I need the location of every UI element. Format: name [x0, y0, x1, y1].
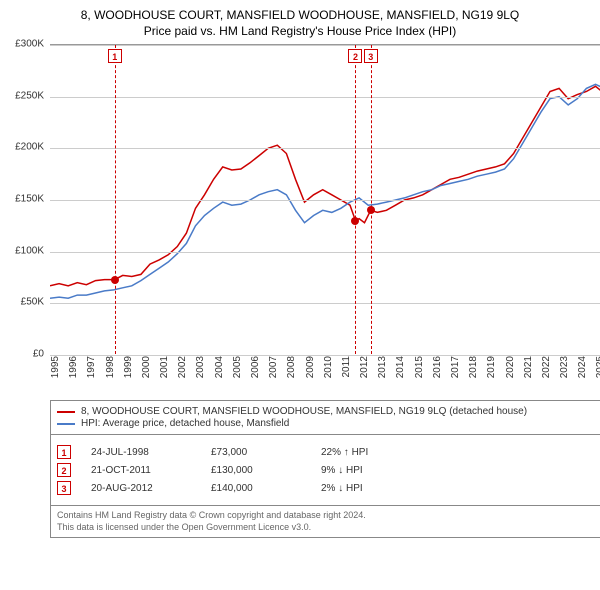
- x-tick-label: 2024: [577, 356, 588, 378]
- x-tick-label: 2006: [250, 356, 261, 378]
- event-dot: [111, 276, 119, 284]
- x-tick-label: 2017: [450, 356, 461, 378]
- event-delta: 2% ↓ HPI: [321, 483, 411, 494]
- event-marker-box: 2: [348, 49, 362, 63]
- event-date: 21-OCT-2011: [91, 465, 191, 476]
- x-tick-label: 2005: [232, 356, 243, 378]
- legend-item: HPI: Average price, detached house, Mans…: [57, 418, 598, 429]
- x-tick-label: 2010: [323, 356, 334, 378]
- event-marker-box: 3: [364, 49, 378, 63]
- x-tick-label: 1999: [123, 356, 134, 378]
- legend-swatch: [57, 411, 75, 413]
- gridline: [50, 303, 600, 304]
- x-tick-label: 1998: [105, 356, 116, 378]
- events-table: 1 24-JUL-1998 £73,000 22% ↑ HPI 2 21-OCT-2011…: [50, 435, 600, 506]
- chart-title: 8, WOODHOUSE COURT, MANSFIELD WOODHOUSE,…: [10, 8, 590, 22]
- event-row-marker: 3: [57, 481, 71, 495]
- y-tick-label: £250K: [15, 90, 44, 101]
- x-tick-label: 2012: [359, 356, 370, 378]
- footer-line-1: Contains HM Land Registry data © Crown c…: [57, 510, 598, 522]
- legend-swatch: [57, 423, 75, 425]
- legend: 8, WOODHOUSE COURT, MANSFIELD WOODHOUSE,…: [50, 400, 600, 435]
- event-price: £73,000: [211, 447, 301, 458]
- x-tick-label: 1997: [86, 356, 97, 378]
- event-dot: [367, 206, 375, 214]
- plot-inner: 1 23: [50, 44, 600, 354]
- x-tick-label: 2018: [468, 356, 479, 378]
- event-vline: [355, 45, 356, 354]
- y-tick-label: £0: [33, 349, 44, 360]
- x-tick-label: 2002: [177, 356, 188, 378]
- x-tick-label: 2000: [141, 356, 152, 378]
- x-tick-label: 2011: [341, 356, 352, 378]
- event-price: £130,000: [211, 465, 301, 476]
- legend-label: 8, WOODHOUSE COURT, MANSFIELD WOODHOUSE,…: [81, 406, 527, 417]
- x-tick-label: 2013: [377, 356, 388, 378]
- x-tick-label: 2025: [595, 356, 600, 378]
- gridline: [50, 148, 600, 149]
- legend-label: HPI: Average price, detached house, Mans…: [81, 418, 289, 429]
- x-tick-label: 2001: [159, 356, 170, 378]
- gridline: [50, 97, 600, 98]
- x-tick-label: 2020: [505, 356, 516, 378]
- event-date: 20-AUG-2012: [91, 483, 191, 494]
- x-tick-label: 2022: [541, 356, 552, 378]
- x-tick-label: 2015: [414, 356, 425, 378]
- y-tick-label: £300K: [15, 39, 44, 50]
- x-tick-label: 1995: [50, 356, 61, 378]
- event-row-marker: 1: [57, 445, 71, 459]
- x-tick-label: 2003: [195, 356, 206, 378]
- event-vline: [115, 45, 116, 354]
- event-row: 1 24-JUL-1998 £73,000 22% ↑ HPI: [57, 445, 598, 459]
- event-marker-box: 1: [108, 49, 122, 63]
- x-tick-label: 2004: [214, 356, 225, 378]
- x-tick-label: 1996: [68, 356, 79, 378]
- legend-item: 8, WOODHOUSE COURT, MANSFIELD WOODHOUSE,…: [57, 406, 598, 417]
- x-tick-label: 2019: [486, 356, 497, 378]
- y-tick-label: £200K: [15, 142, 44, 153]
- x-tick-label: 2009: [305, 356, 316, 378]
- gridline: [50, 252, 600, 253]
- event-delta: 22% ↑ HPI: [321, 447, 411, 458]
- y-axis: £0£50K£100K£150K£200K£250K£300K: [8, 44, 48, 354]
- event-date: 24-JUL-1998: [91, 447, 191, 458]
- x-tick-label: 2014: [395, 356, 406, 378]
- attribution-footer: Contains HM Land Registry data © Crown c…: [50, 506, 600, 538]
- plot-area: £0£50K£100K£150K£200K£250K£300K 123: [50, 44, 600, 354]
- event-delta: 9% ↓ HPI: [321, 465, 411, 476]
- y-tick-label: £100K: [15, 245, 44, 256]
- chart-container: 8, WOODHOUSE COURT, MANSFIELD WOODHOUSE,…: [0, 0, 600, 546]
- gridline: [50, 45, 600, 46]
- x-axis: 1995 1996 1997 1998 1999 2000 2001 2002 2003 2004…: [50, 354, 600, 394]
- x-tick-label: 2023: [559, 356, 570, 378]
- event-vline: [371, 45, 372, 354]
- event-row-marker: 2: [57, 463, 71, 477]
- chart-subtitle: Price paid vs. HM Land Registry's House …: [10, 24, 590, 38]
- event-row: 2 21-OCT-2011 £130,000 9% ↓ HPI: [57, 463, 598, 477]
- x-tick-label: 2008: [286, 356, 297, 378]
- series-line-red: [50, 86, 600, 285]
- y-tick-label: £50K: [21, 297, 44, 308]
- x-tick-label: 2016: [432, 356, 443, 378]
- x-tick-label: 2007: [268, 356, 279, 378]
- event-price: £140,000: [211, 483, 301, 494]
- gridline: [50, 200, 600, 201]
- event-dot: [351, 217, 359, 225]
- x-tick-label: 2021: [523, 356, 534, 378]
- footer-line-2: This data is licensed under the Open Gov…: [57, 522, 598, 534]
- event-row: 3 20-AUG-2012 £140,000 2% ↓ HPI: [57, 481, 598, 495]
- y-tick-label: £150K: [15, 194, 44, 205]
